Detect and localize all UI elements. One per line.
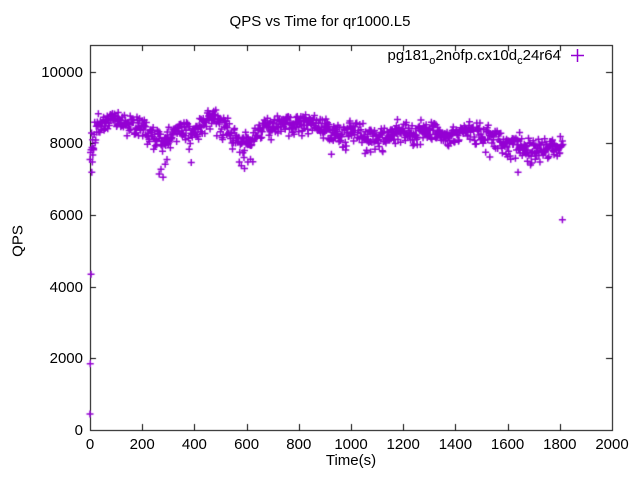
x-tick-label: 2000 (595, 436, 629, 453)
x-tick-label: 1400 (438, 436, 473, 453)
y-tick-label: 6000 (49, 207, 83, 225)
x-tick-label: 0 (85, 436, 95, 453)
y-tick-label: 8000 (49, 135, 83, 153)
legend-entry: pg181o2nofp.cx10dc24r64 (387, 47, 584, 67)
x-tick-label: 1800 (543, 436, 577, 453)
x-tick-label: 200 (129, 436, 155, 453)
x-tick-label: 1600 (490, 436, 525, 453)
legend-series-label: pg181o2nofp.cx10dc24r64 (387, 47, 561, 67)
y-tick-label: 0 (74, 422, 83, 439)
x-tick-label: 800 (286, 436, 312, 453)
legend-label-subscript: o (429, 55, 436, 67)
y-tick-label: 2000 (49, 350, 83, 368)
y-axis-label: QPS (9, 225, 27, 257)
x-tick-label: 1000 (334, 436, 368, 453)
x-axis-label: Time(s) (325, 452, 377, 469)
legend-plus-marker-icon (571, 49, 584, 62)
legend-label-text: 2nofp.cx10d (435, 47, 518, 64)
legend-label-subscript: c (517, 55, 523, 67)
y-tick-label: 10000 (41, 63, 83, 81)
x-tick-label: 400 (181, 436, 207, 453)
y-tick-label: 4000 (49, 278, 83, 296)
x-tick-label: 1200 (386, 436, 420, 453)
chart-title: QPS vs Time for qr1000.L5 (229, 13, 411, 30)
x-tick-label: 600 (234, 436, 260, 453)
legend-label-text: pg181 (387, 47, 430, 64)
legend-label-text: 24r64 (522, 47, 561, 64)
